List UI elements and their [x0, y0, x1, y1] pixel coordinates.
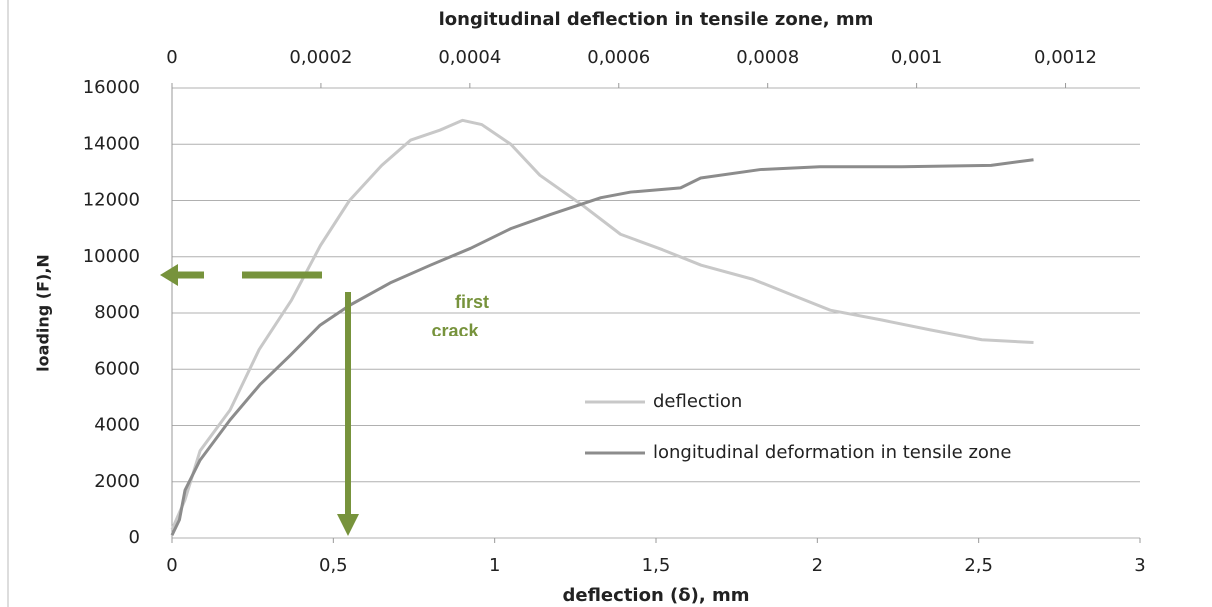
x-tick-label: 2,5 — [964, 555, 993, 576]
y-tick-label: 0 — [129, 527, 140, 548]
y-tick-label: 14000 — [83, 133, 140, 154]
series-line — [170, 158, 1034, 536]
legend-label: deflection — [653, 391, 742, 412]
x-tick-label: 0,5 — [319, 555, 348, 576]
y-tick-label: 16000 — [83, 77, 140, 98]
arrows — [160, 264, 359, 536]
x2-tick-label: 0,0006 — [587, 47, 650, 68]
x-tick-label: 2 — [812, 555, 823, 576]
arrowhead — [160, 264, 178, 286]
y-axis-title: loading (F),N — [34, 254, 53, 372]
top-axis-title: longitudinal deflection in tensile zone,… — [439, 9, 874, 30]
x2-tick-label: 0,0012 — [1034, 47, 1097, 68]
legend-label: longitudinal deformation in tensile zone — [653, 442, 1011, 463]
x2-tick-label: 0,0004 — [438, 47, 501, 68]
x-tick-label: 0 — [166, 555, 177, 576]
y-tick-label: 2000 — [94, 471, 140, 492]
y-tick-label: 8000 — [94, 302, 140, 323]
arrowhead — [337, 514, 359, 536]
x2-tick-label: 0,0008 — [736, 47, 799, 68]
annotation: first — [455, 292, 489, 312]
annotation: crack — [431, 321, 479, 341]
x-tick-label: 1 — [489, 555, 500, 576]
y-tick-label: 10000 — [83, 246, 140, 267]
y-tick-label: 6000 — [94, 358, 140, 379]
x2-tick-label: 0,001 — [891, 47, 943, 68]
x2-tick-label: 0,0002 — [289, 47, 352, 68]
x-axis-title: deflection (δ), mm — [563, 585, 750, 606]
y-tick-label: 12000 — [83, 190, 140, 211]
plot-area: 0 2000 4000 6000 8000 10000 12000 14000 16000 0 0,… — [83, 47, 1146, 576]
x-tick-label: 3 — [1134, 555, 1145, 576]
x-tick-label: 1,5 — [642, 555, 671, 576]
series-line — [170, 118, 1034, 531]
y-tick-label: 4000 — [94, 415, 140, 436]
x2-tick-label: 0 — [166, 47, 177, 68]
